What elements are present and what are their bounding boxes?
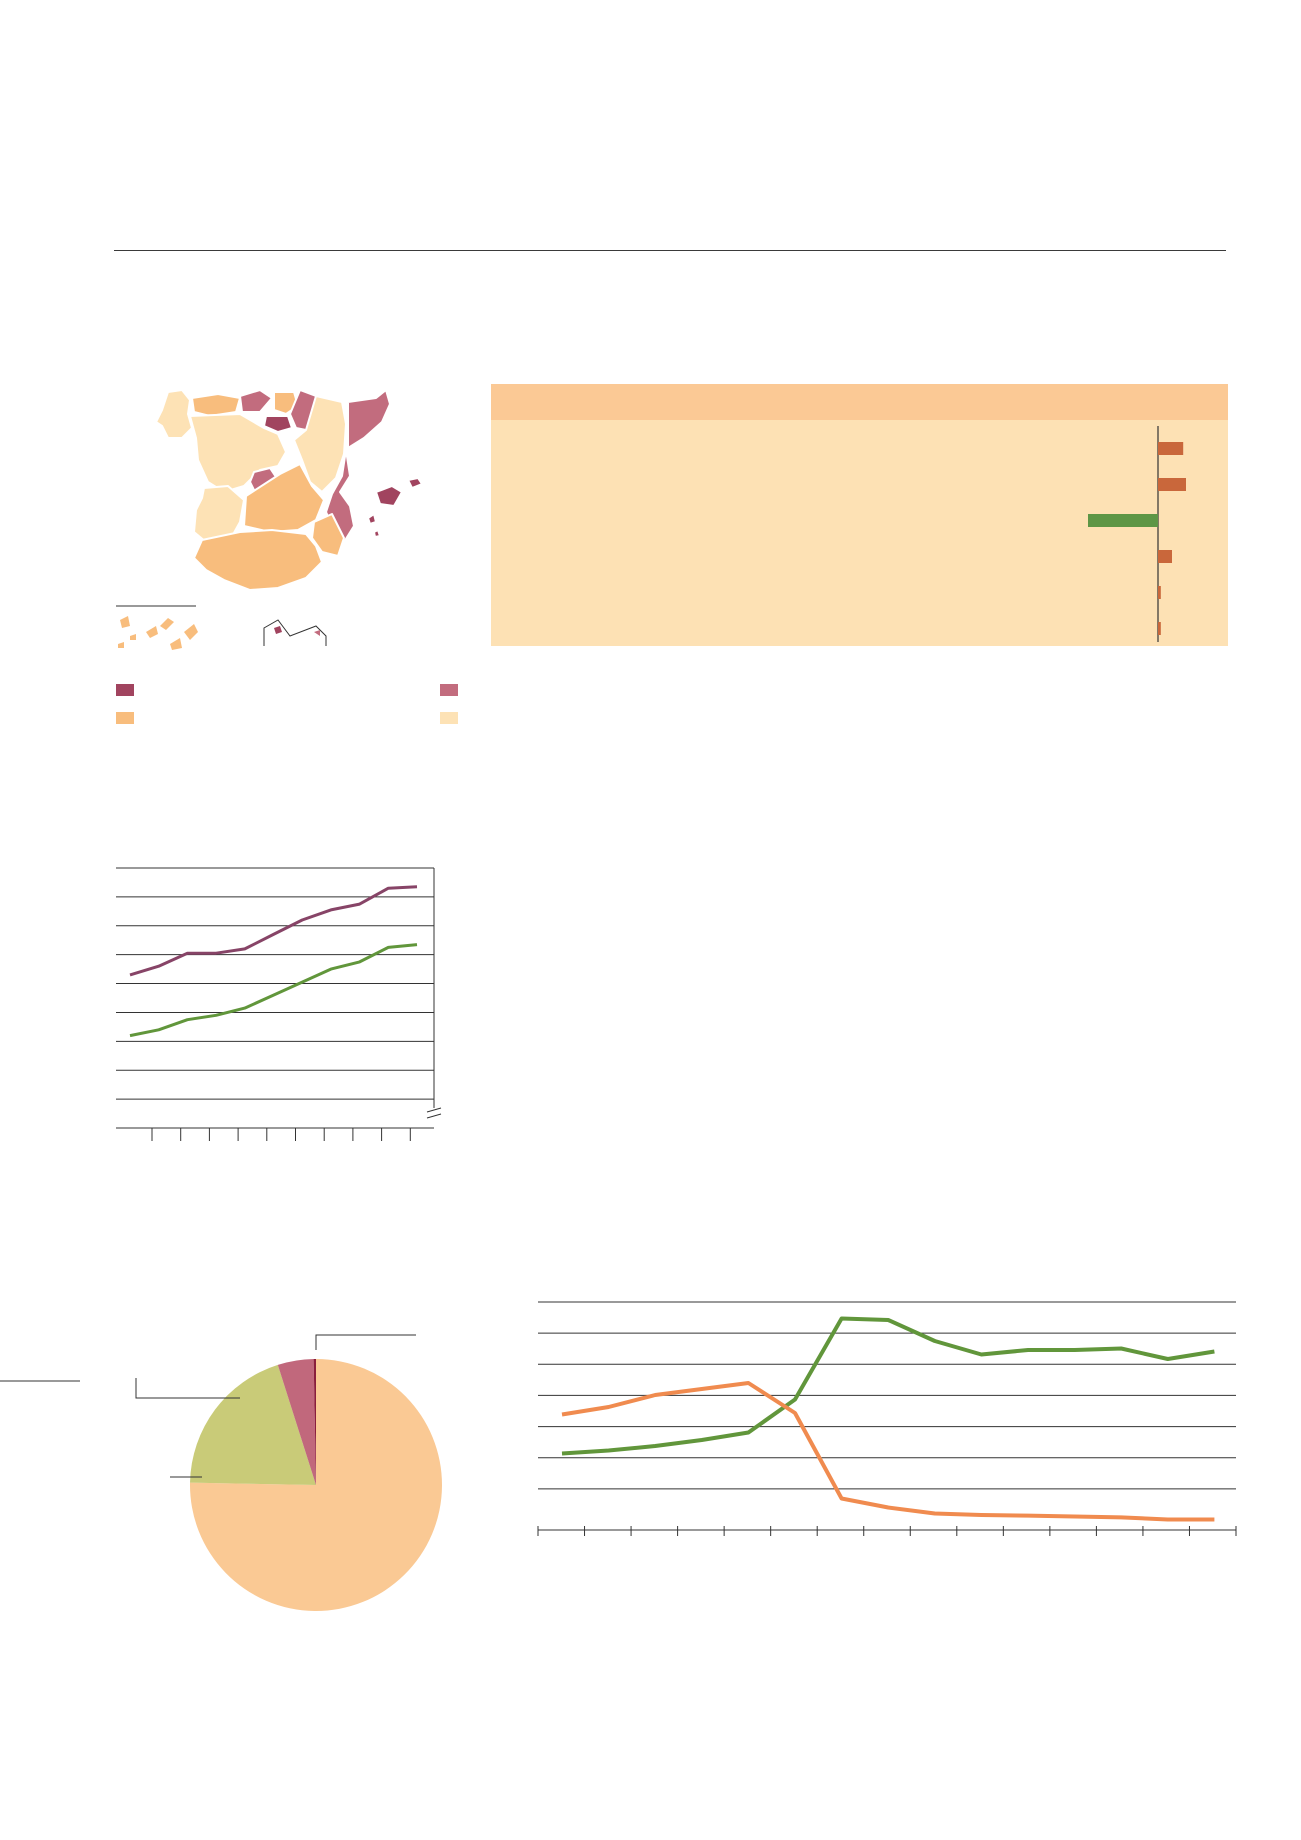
- map-region-cantabria: [239, 389, 273, 413]
- map-region-castilla-mancha: [243, 463, 325, 533]
- map-region-balearic: [375, 485, 403, 507]
- bar-1: [1158, 478, 1186, 491]
- line-chart-two-series: [116, 867, 442, 1141]
- map-region-andalusia: [193, 529, 323, 591]
- map-region-murcia: [311, 513, 345, 557]
- map-region-rioja: [263, 415, 293, 433]
- line-series-0: [561, 1316, 1215, 1456]
- pie-slice-1: [190, 1364, 316, 1485]
- map-region-galicia: [155, 389, 193, 439]
- bar-2: [1088, 514, 1158, 527]
- header-rule: [114, 250, 1226, 251]
- map-region-melilla: [314, 630, 320, 636]
- legend-swatch-orange: [116, 712, 134, 724]
- line-chart-crossing-series: [537, 1301, 1237, 1536]
- pie-chart: [0, 1334, 442, 1611]
- ceuta-melilla-inset: [263, 619, 327, 646]
- pie-slice-0: [189, 1359, 442, 1611]
- axis-break-1: [426, 1107, 442, 1113]
- legend-swatch-dark-plum: [116, 684, 134, 696]
- line-series-0: [129, 885, 418, 977]
- legend-swatch-pink: [440, 684, 458, 696]
- bar-3: [1158, 550, 1172, 563]
- map-region-aragon: [293, 395, 347, 493]
- bar-0: [1158, 442, 1184, 455]
- spain-regions-map: [116, 389, 423, 650]
- line-series-1: [561, 1381, 1215, 1522]
- bar-4: [1158, 586, 1161, 599]
- legend-swatch-light-peach: [440, 712, 458, 724]
- map-region-ceuta: [274, 626, 282, 634]
- axis-break-2: [426, 1113, 442, 1119]
- line-series-1: [129, 943, 418, 1038]
- pie-leader-dark: [315, 1334, 416, 1350]
- bar-5: [1158, 622, 1161, 635]
- map-region-catalonia: [347, 389, 391, 449]
- bar-panel-header: [491, 384, 1228, 420]
- horizontal-bar-chart: [1088, 426, 1186, 642]
- pie-slice-2: [277, 1359, 316, 1485]
- pie-slice-3: [313, 1359, 316, 1485]
- map-region-asturias: [191, 393, 241, 417]
- map-region-canary: [118, 616, 198, 650]
- pie-leader-olive: [135, 1378, 240, 1399]
